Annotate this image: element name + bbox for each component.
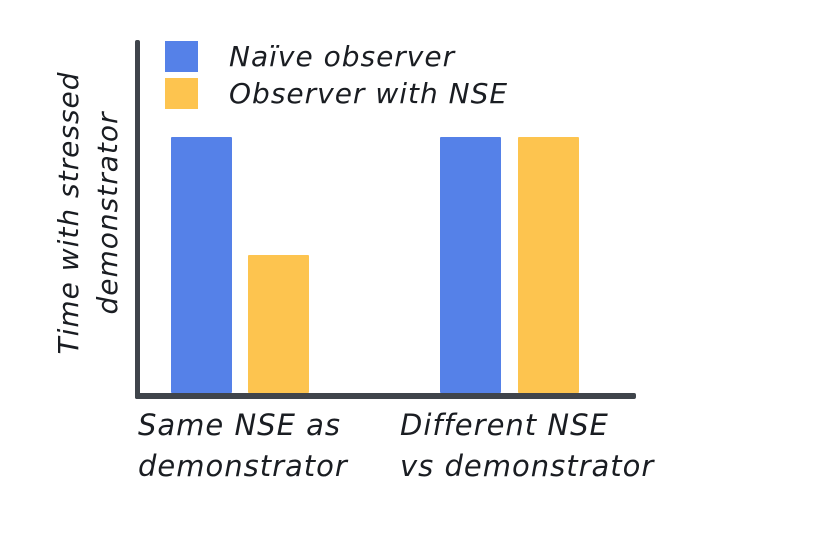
x-category-different-nse: Different NSE vs demonstrator	[400, 405, 654, 487]
bar-group0-naive-observer	[171, 137, 232, 393]
bar-group0-observer-with-nse	[248, 255, 309, 393]
x-category-different-nse-line1: Different NSE	[400, 408, 609, 442]
legend-label-naive-observer: Naïve observer	[229, 40, 456, 73]
y-axis-line	[135, 40, 140, 399]
y-axis-label: Time with stressed demonstrator	[49, 71, 127, 354]
legend-swatch-blue	[165, 41, 198, 72]
legend: Naïve observer Observer with NSE	[165, 41, 508, 109]
legend-item-observer-with-nse: Observer with NSE	[165, 78, 508, 109]
x-category-same-nse-line2: demonstrator	[138, 449, 348, 483]
bar-group1-observer-with-nse	[518, 137, 579, 393]
y-axis-label-line1: Time with stressed	[52, 71, 85, 355]
x-axis-line	[135, 393, 636, 399]
x-category-same-nse-line1: Same NSE as	[138, 408, 342, 442]
legend-swatch-yellow	[165, 78, 198, 109]
x-category-different-nse-line2: vs demonstrator	[400, 449, 655, 483]
y-axis-label-line2: demonstrator	[91, 111, 124, 315]
x-category-same-nse: Same NSE as demonstrator	[138, 405, 348, 487]
bar-group1-naive-observer	[440, 137, 501, 393]
legend-item-naive-observer: Naïve observer	[165, 41, 508, 72]
legend-label-observer-with-nse: Observer with NSE	[229, 77, 509, 110]
